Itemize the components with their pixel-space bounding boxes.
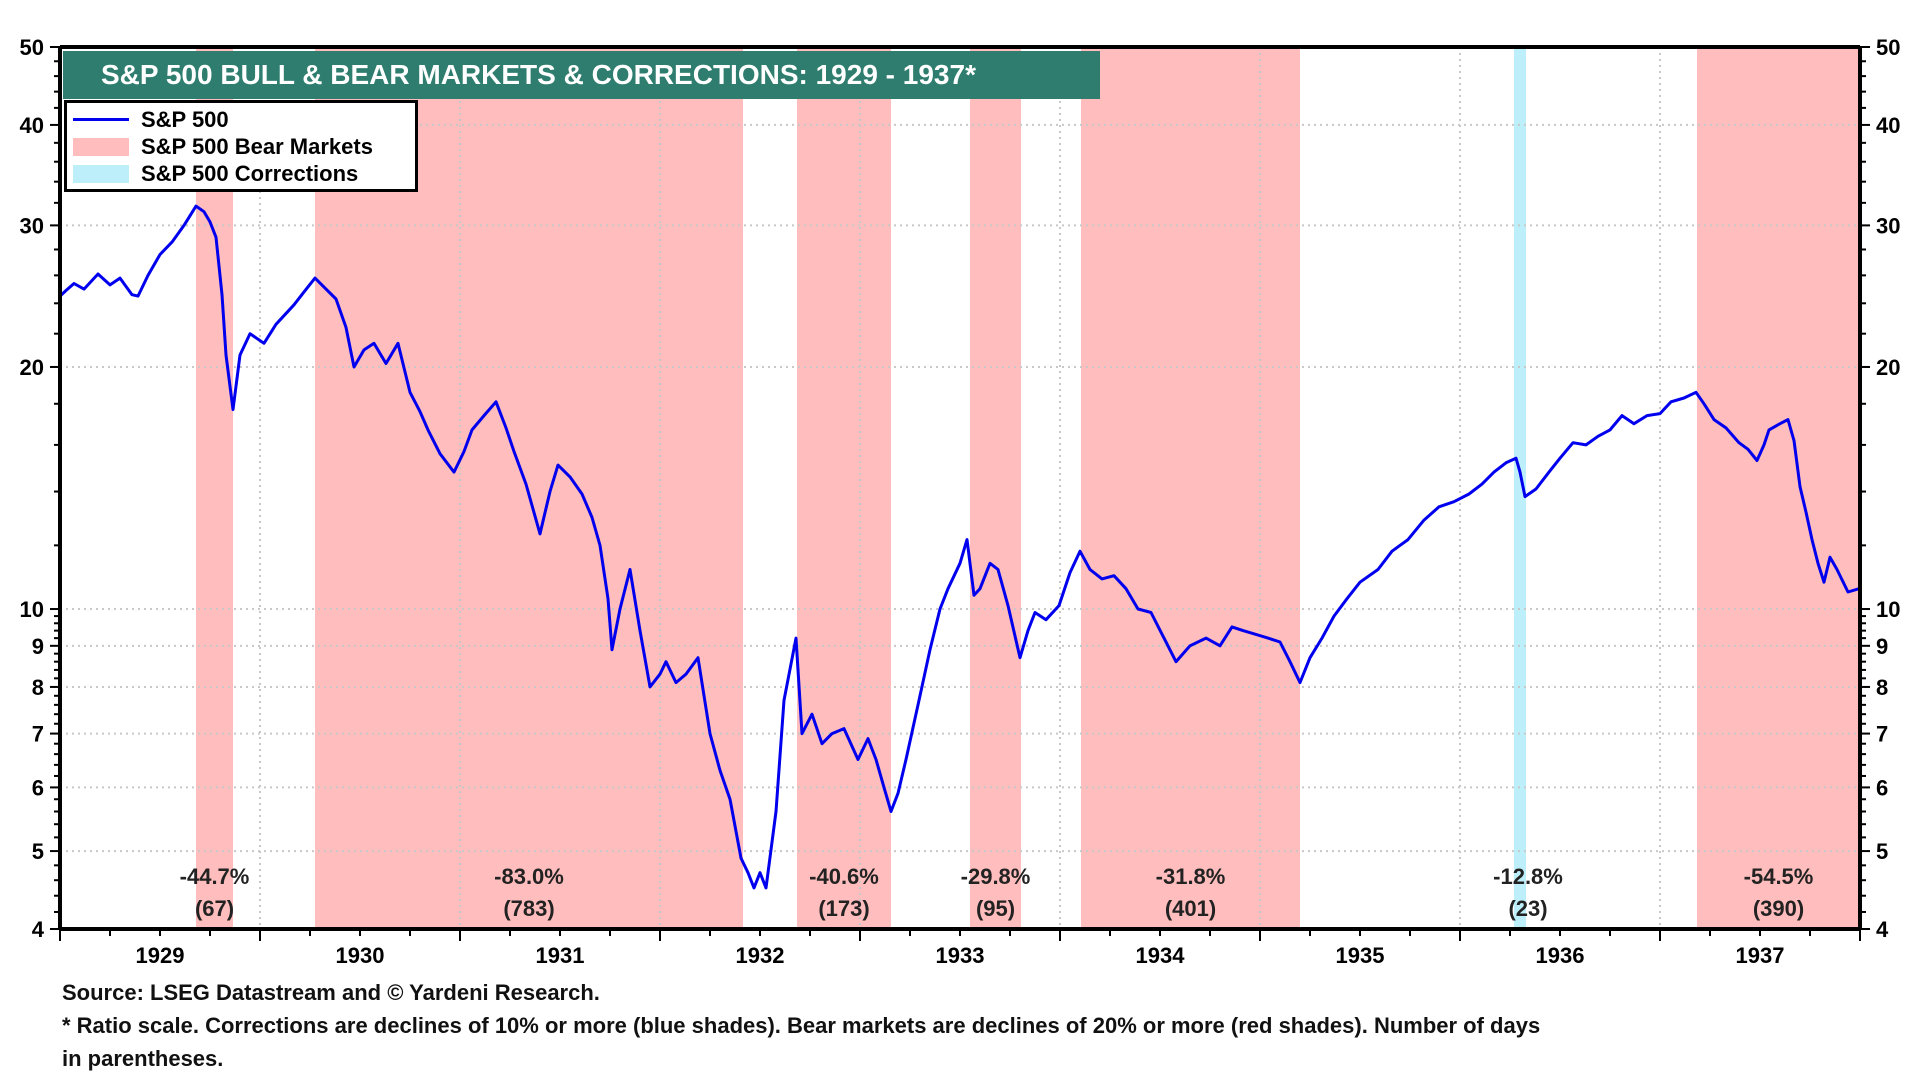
y-tick-label-left: 40 xyxy=(20,113,44,138)
band-layer xyxy=(196,47,1860,929)
y-tick-label-right: 50 xyxy=(1876,35,1900,60)
chart-title: S&P 500 BULL & BEAR MARKETS & CORRECTION… xyxy=(63,51,1100,99)
y-tick-label-right: 5 xyxy=(1876,839,1888,864)
legend-line-swatch xyxy=(73,118,129,121)
x-tick-label: 1934 xyxy=(1136,943,1186,968)
duration-label: (401) xyxy=(1165,896,1216,921)
y-tick-label-right: 40 xyxy=(1876,113,1900,138)
y-tick-label-right: 20 xyxy=(1876,355,1900,380)
bear-market-band xyxy=(315,47,743,929)
x-tick-label: 1929 xyxy=(136,943,185,968)
y-tick-label-left: 5 xyxy=(32,839,44,864)
duration-label: (783) xyxy=(503,896,554,921)
x-tick-label: 1932 xyxy=(736,943,785,968)
y-tick-label-right: 6 xyxy=(1876,775,1888,800)
y-tick-label-right: 7 xyxy=(1876,722,1888,747)
duration-label: (390) xyxy=(1753,896,1804,921)
duration-label: (67) xyxy=(195,896,234,921)
bear-market-band xyxy=(1081,47,1300,929)
annotation-layer: -44.7% (67) -83.0% (783) -40.6% (173) -29.8% (9… xyxy=(180,864,1814,921)
y-tick-label-left: 7 xyxy=(32,722,44,747)
bear-market-band xyxy=(1697,47,1860,929)
legend-item-corrections: S&P 500 Corrections xyxy=(73,160,409,187)
y-tick-label-left: 4 xyxy=(32,917,45,942)
legend: S&P 500 S&P 500 Bear Markets S&P 500 Cor… xyxy=(64,100,418,192)
y-tick-label-left: 50 xyxy=(20,35,44,60)
correction-band xyxy=(1514,47,1526,929)
legend-item-sp500: S&P 500 xyxy=(73,106,409,133)
decline-label: -31.8% xyxy=(1156,864,1226,889)
x-tick-label: 1936 xyxy=(1536,943,1585,968)
decline-label: -40.6% xyxy=(809,864,879,889)
y-tick-label-left: 20 xyxy=(20,355,44,380)
y-tick-label-right: 9 xyxy=(1876,634,1888,659)
x-tick-label: 1930 xyxy=(336,943,385,968)
legend-label: S&P 500 Corrections xyxy=(141,160,359,186)
decline-label: -54.5% xyxy=(1744,864,1814,889)
y-tick-label-left: 10 xyxy=(20,597,44,622)
series-layer xyxy=(58,204,1860,890)
axes-layer: 4 4 5 5 6 6 7 7 8 8 9 9 10 10 20 20 30 30 40 40 50 50 1929 1930… xyxy=(20,35,1901,968)
y-tick-label-right: 4 xyxy=(1876,917,1889,942)
duration-label: (95) xyxy=(976,896,1015,921)
decline-label: -83.0% xyxy=(494,864,564,889)
y-tick-label-left: 8 xyxy=(32,675,44,700)
legend-item-bear-markets: S&P 500 Bear Markets xyxy=(73,133,409,160)
legend-label: S&P 500 Bear Markets xyxy=(141,133,373,159)
decline-label: -29.8% xyxy=(961,864,1031,889)
decline-label: -44.7% xyxy=(180,864,250,889)
duration-label: (23) xyxy=(1508,896,1547,921)
y-tick-label-right: 30 xyxy=(1876,213,1900,238)
bear-market-band xyxy=(196,47,233,929)
grid-layer xyxy=(60,47,1860,929)
x-tick-label: 1937 xyxy=(1736,943,1785,968)
y-tick-label-left: 9 xyxy=(32,634,44,659)
x-tick-label: 1933 xyxy=(936,943,985,968)
source-note: Source: LSEG Datastream and © Yardeni Re… xyxy=(62,980,600,1005)
footnote-line-2: in parentheses. xyxy=(62,1046,224,1071)
y-tick-label-left: 6 xyxy=(32,775,44,800)
y-tick-label-left: 30 xyxy=(20,213,44,238)
sp500-line xyxy=(58,204,1860,890)
bear-market-band xyxy=(797,47,891,929)
legend-label: S&P 500 xyxy=(141,106,229,132)
decline-label: -12.8% xyxy=(1493,864,1563,889)
duration-label: (173) xyxy=(818,896,869,921)
x-tick-label: 1935 xyxy=(1336,943,1385,968)
legend-bear-swatch xyxy=(73,137,129,156)
bear-market-band xyxy=(970,47,1021,929)
footnote-line-1: * Ratio scale. Corrections are declines … xyxy=(62,1013,1541,1038)
x-tick-label: 1931 xyxy=(536,943,585,968)
y-tick-label-right: 10 xyxy=(1876,597,1900,622)
legend-correction-swatch xyxy=(73,164,129,183)
y-tick-label-right: 8 xyxy=(1876,675,1888,700)
